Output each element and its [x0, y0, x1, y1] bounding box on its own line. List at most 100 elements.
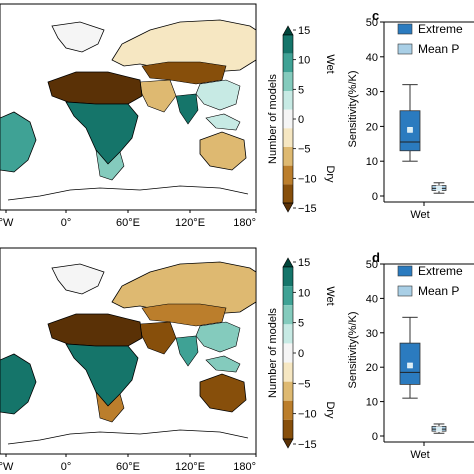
colorbar-bottom: 15 10 5 0 −5 −10 −15 Number of models Wet Dry	[267, 257, 336, 451]
box-panel-d-ytick-label-2: 20	[366, 362, 378, 374]
colorbar-bottom-tick-label-1: 10	[298, 287, 310, 299]
box-panel-c-ytick-label-4: 40	[366, 52, 378, 64]
colorbar-top-swatch-2	[283, 53, 293, 73]
colorbar-top-swatch-4	[283, 91, 293, 110]
map-top-east-asia	[195, 79, 241, 111]
map-top-lon-label-0: °W	[0, 217, 14, 229]
map-bottom-central-asia	[141, 303, 227, 327]
map-bottom-lon-label-1: 0°	[61, 461, 72, 473]
colorbar-top-swatch-5	[283, 109, 293, 129]
map-top-lon-label-3: 120°E	[175, 217, 205, 229]
map-bottom-east-asia	[195, 321, 241, 353]
map-top-antarctica	[7, 185, 249, 201]
box-panel-c-mean-1	[436, 185, 442, 192]
box-panel-d-legend-swatch-1	[397, 285, 413, 297]
box-panel-c-ytick-label-2: 20	[366, 121, 378, 133]
box-panel-c-xtick-label-0: Wet	[410, 209, 429, 221]
box-panel-c-letter: c	[372, 8, 379, 23]
box-panel-d-legend-label-0: Extreme	[418, 264, 463, 278]
map-bottom-se-asia	[205, 355, 241, 373]
box-panel-d-ylabel: Sensitivity(%/K)	[347, 311, 359, 388]
box-panel-c-legend-swatch-1	[397, 43, 413, 55]
box-panel-d-legend-label-1: Mean P	[418, 284, 459, 298]
colorbar-top-swatch-7	[283, 147, 293, 166]
colorbar-bottom-swatch-4	[283, 324, 293, 344]
map-top-se-asia	[205, 113, 241, 131]
map-top-india	[175, 93, 199, 125]
colorbar-top-arrow-bottom	[282, 202, 294, 213]
colorbar-bottom-tick-label-3: 0	[298, 348, 304, 360]
colorbar-bottom-label: Number of models	[267, 308, 279, 398]
map-top-australia	[199, 131, 247, 171]
colorbar-top-label: Number of models	[267, 74, 279, 164]
box-panel-c-ytick-label-5: 50	[366, 17, 378, 29]
colorbar-top-wet-label: Wet	[324, 54, 336, 73]
colorbar-top-tick-label-0: 15	[298, 25, 310, 37]
colorbar-bottom-dry-label: Dry	[324, 401, 336, 419]
colorbar-bottom-swatch-8	[283, 400, 293, 420]
colorbar-bottom-arrow-top	[282, 257, 294, 268]
box-panel-c-mean-0	[407, 127, 413, 133]
box-panel-d-ytick-label-0: 0	[372, 431, 378, 443]
map-top-greenland	[51, 21, 105, 53]
map-bottom-southern-africa	[95, 391, 125, 423]
map-bottom-australia	[199, 373, 247, 413]
box-panel-d-mean-0	[407, 362, 413, 369]
box-panel-d-ytick-label-5: 50	[366, 259, 378, 271]
box-panel-c-legend-label-0: Extreme	[418, 22, 463, 36]
colorbar-top-tick-label-4: −5	[298, 144, 311, 156]
colorbar-top-arrow-top	[282, 25, 294, 36]
box-panel-d-ytick-label-1: 10	[366, 397, 378, 409]
map-top-lon-label-4: 180°	[233, 217, 256, 229]
map-top-south-america	[0, 111, 37, 173]
colorbar-bottom-tick-label-2: 5	[298, 318, 304, 330]
box-panel-d-legend-swatch-0	[397, 265, 413, 277]
colorbar-top-tick-label-6: −15	[298, 203, 317, 215]
box-panel-d: d 0 10 20 30 40 50 Sensitivity(%/K) Wet Extreme Me…	[347, 250, 474, 461]
colorbar-top-tick-label-1: 10	[298, 55, 310, 67]
colorbar-top-tick-label-2: 5	[298, 84, 304, 96]
box-panel-d-letter: d	[372, 250, 380, 265]
colorbar-top-dry-label: Dry	[324, 165, 336, 183]
colorbar-top-tick-label-3: 0	[298, 114, 304, 126]
colorbar-top-swatch-9	[283, 184, 293, 203]
map-bottom	[0, 247, 257, 455]
colorbar-top-swatch-1	[283, 35, 293, 54]
colorbar-bottom-tick-label-6: −15	[298, 439, 317, 451]
colorbar-bottom-swatch-1	[283, 267, 293, 287]
box-panel-c: c 0 10 20 30 40 50 Sensitivity(%/K) Wet Extreme Me…	[347, 8, 474, 221]
colorbar-top: 15 10 5 0 −5 −10 −15 Number of models Wet Dry	[267, 25, 336, 215]
box-panel-d-ytick-label-3: 30	[366, 328, 378, 340]
box-panel-d-xtick-label-0: Wet	[410, 449, 429, 461]
colorbar-bottom-tick-label-5: −10	[298, 409, 317, 421]
box-panel-c-ylabel: Sensitivity(%/K)	[347, 70, 359, 147]
map-bottom-lon-label-0: °W	[0, 461, 14, 473]
box-panel-d-ytick-label-4: 40	[366, 293, 378, 305]
map-bottom-antarctica	[7, 429, 249, 445]
map-top-central-asia	[141, 61, 227, 85]
colorbar-bottom-swatch-3	[283, 305, 293, 325]
box-panel-c-legend-swatch-0	[397, 23, 413, 35]
map-top-lon-label-1: 0°	[61, 217, 72, 229]
map-bottom-lon-label-4: 180°	[233, 461, 256, 473]
colorbar-bottom-swatch-9	[283, 419, 293, 439]
colorbar-top-swatch-6	[283, 128, 293, 147]
colorbar-bottom-swatch-6	[283, 362, 293, 382]
colorbar-top-swatch-3	[283, 72, 293, 91]
colorbar-bottom-arrow-bottom	[282, 438, 294, 449]
colorbar-top-tick-label-5: −10	[298, 173, 317, 185]
map-bottom-south-america	[0, 353, 37, 415]
box-panel-c-ytick-label-1: 10	[366, 156, 378, 168]
colorbar-bottom-tick-label-4: −5	[298, 378, 311, 390]
colorbar-bottom-swatch-5	[283, 343, 293, 363]
colorbar-bottom-swatch-7	[283, 381, 293, 401]
map-bottom-india	[175, 335, 199, 367]
map-bottom-lon-label-2: 60°E	[116, 461, 140, 473]
box-panel-c-ytick-label-0: 0	[372, 191, 378, 203]
map-top-sahara	[47, 71, 143, 105]
map-top-lon-ticks: °W 0° 60°E 120°E 180°	[0, 210, 257, 229]
colorbar-bottom-wet-label: Wet	[324, 286, 336, 305]
box-panel-d-mean-1	[436, 426, 442, 432]
map-top	[0, 3, 257, 211]
